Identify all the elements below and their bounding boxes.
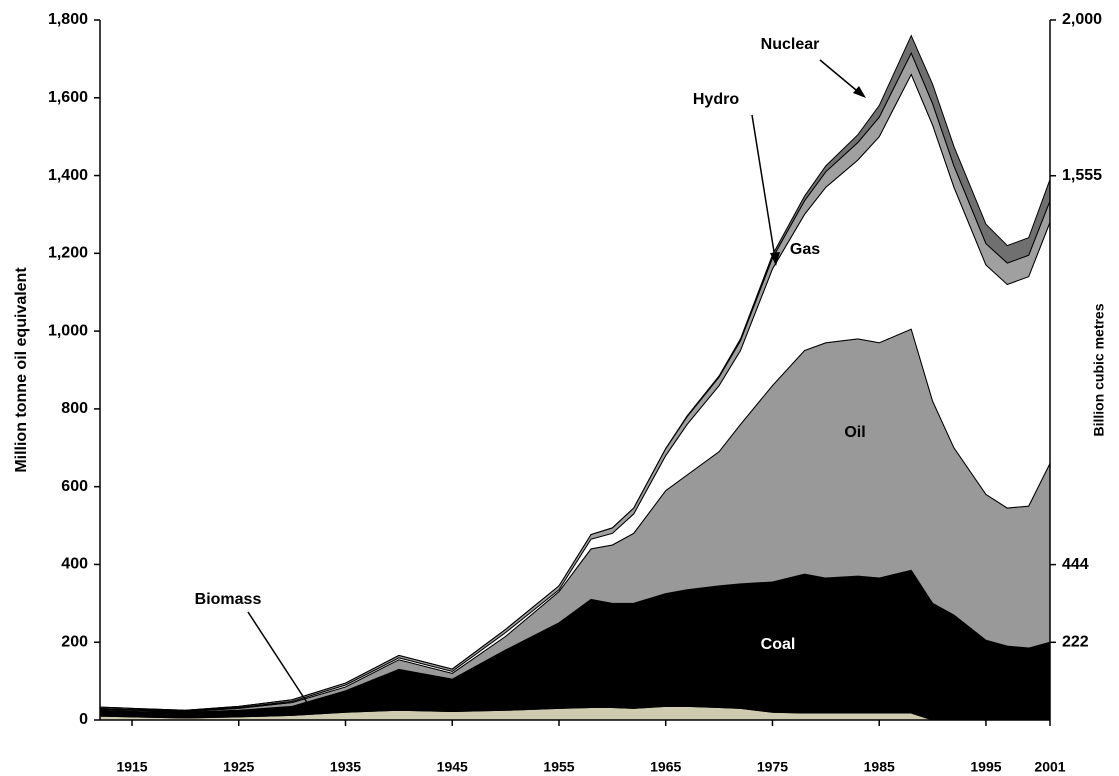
y2-tick-label: 2,000	[1062, 11, 1102, 28]
y-axis-title: Million tonne oil equivalent	[13, 267, 30, 473]
series-label: Gas	[790, 241, 820, 258]
y-tick-label: 1,600	[48, 89, 88, 106]
x-tick-label: 1955	[543, 759, 574, 775]
y-tick-label: 0	[79, 711, 88, 728]
x-tick-label: 1975	[757, 759, 788, 775]
y-tick-label: 200	[61, 633, 88, 650]
y2-tick-label: 444	[1062, 556, 1089, 573]
x-tick-label: 1945	[437, 759, 468, 775]
arrow	[819, 59, 863, 96]
series-label: Biomass	[195, 591, 262, 608]
y-tick-label: 1,400	[48, 167, 88, 184]
areas	[99, 34, 1051, 721]
y-tick-label: 1,000	[48, 322, 88, 339]
y-tick-label: 1,800	[48, 11, 88, 28]
foreground: Biomass Coal Oil Gas Hydro Nuclear	[195, 36, 866, 705]
series-label: Nuclear	[761, 36, 820, 53]
series-label: Oil	[844, 424, 865, 441]
arrowhead	[853, 86, 866, 98]
x-tick-label: 1915	[116, 759, 147, 775]
y2-tick-label: 1,555	[1062, 167, 1102, 184]
y-tick-label: 1,200	[48, 245, 88, 262]
y-tick-label: 800	[61, 400, 88, 417]
x-tick-label: 1925	[223, 759, 254, 775]
series-label: Coal	[761, 636, 796, 653]
x-tick-label: 1995	[970, 759, 1001, 775]
arrowhead	[770, 252, 780, 266]
y-tick-label: 400	[61, 556, 88, 573]
series-label: Hydro	[693, 91, 739, 108]
x-tick-label: 2001	[1034, 759, 1065, 775]
y2-tick-label: 222	[1062, 634, 1089, 651]
x-tick-label: 1985	[864, 759, 895, 775]
arrow	[247, 611, 309, 705]
x-tick-label: 1965	[650, 759, 681, 775]
x-tick-label: 1935	[330, 759, 361, 775]
y2-axis-title: Billion cubic metres	[1091, 303, 1107, 436]
arrow	[751, 114, 776, 259]
y-tick-label: 600	[61, 478, 88, 495]
